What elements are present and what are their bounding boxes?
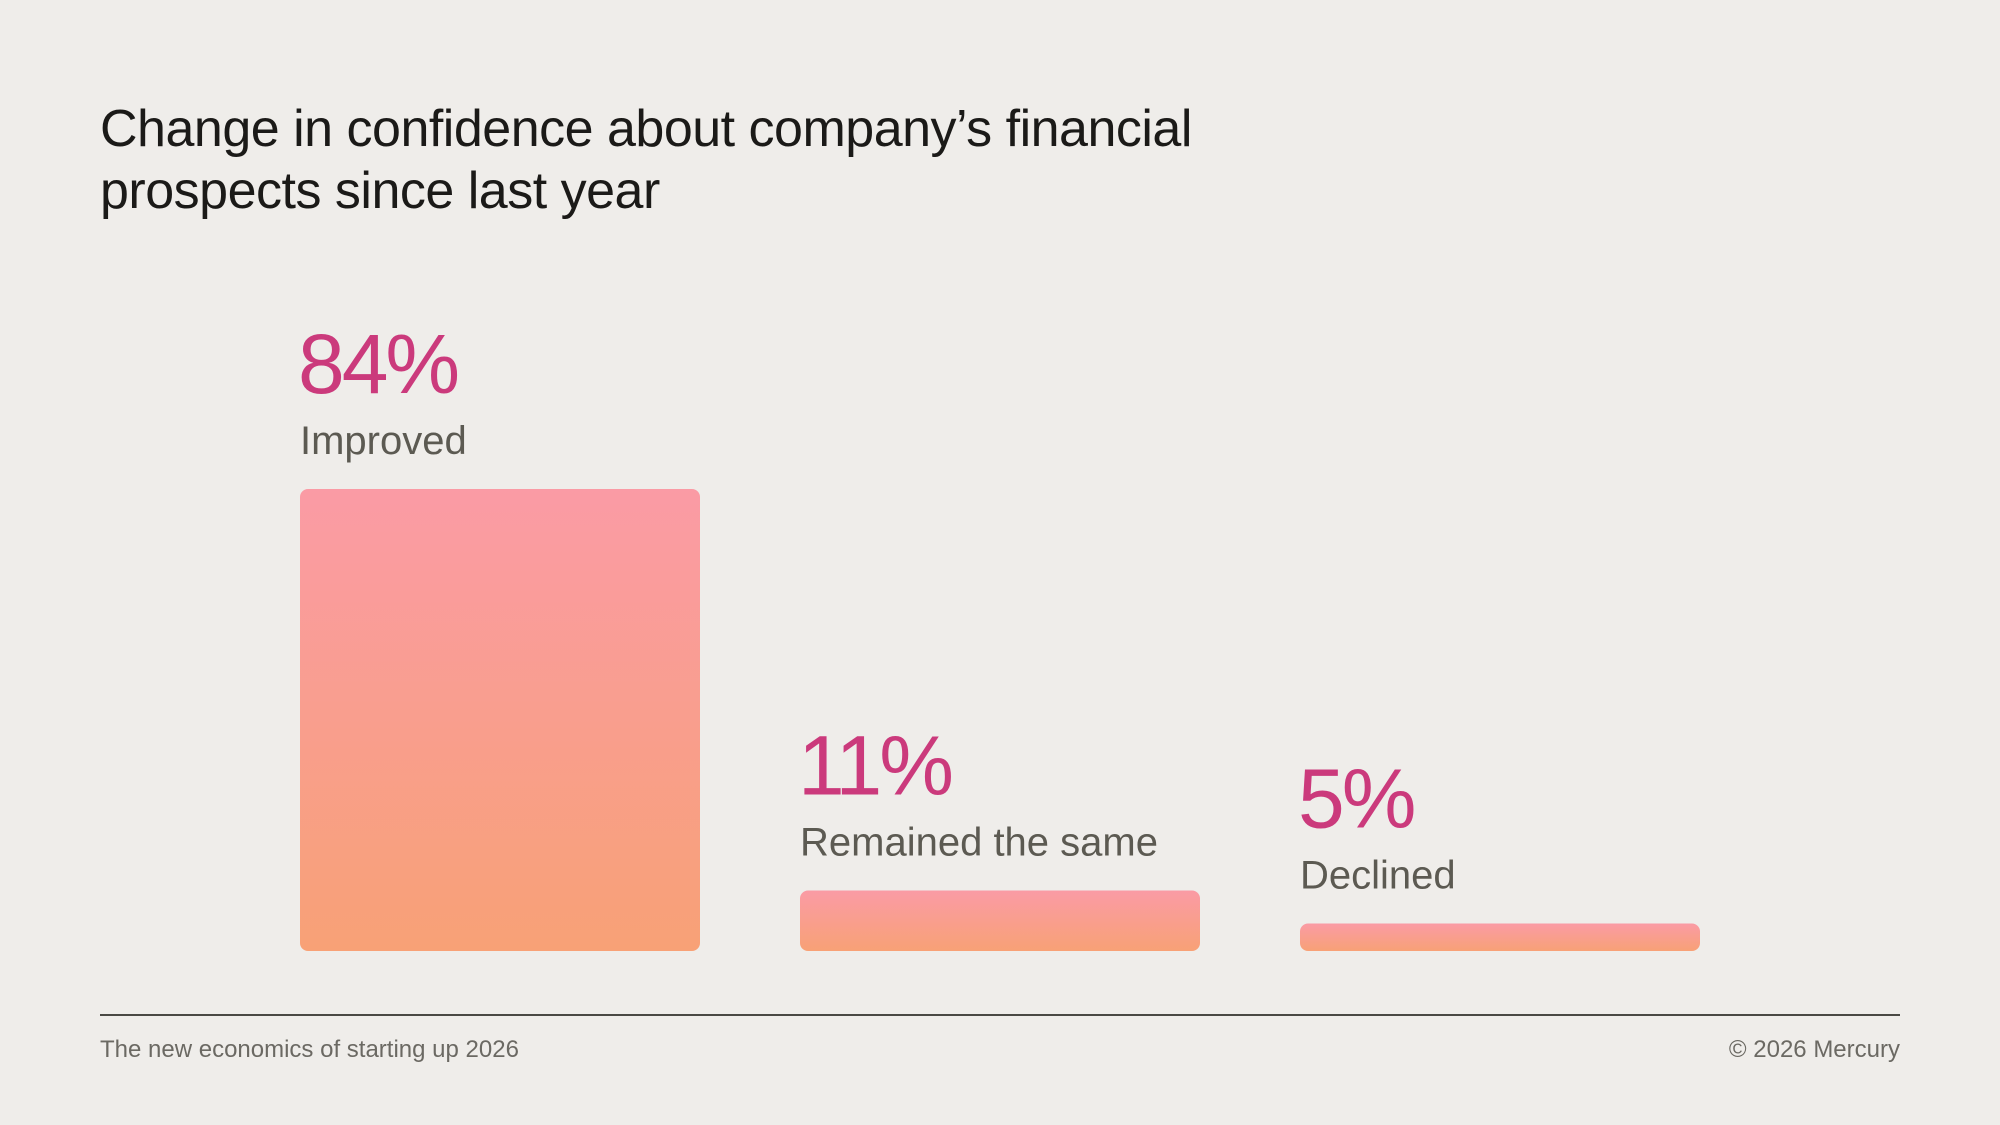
footer-divider <box>100 1014 1900 1016</box>
category-label-remained-the-same: Remained the same <box>800 821 1158 865</box>
footer-publication: The new economics of starting up 2026 <box>100 1036 519 1063</box>
chart-title: Change in confidence about company’s fin… <box>100 100 1192 220</box>
value-label-remained-the-same: 11% <box>798 719 951 813</box>
category-label-declined: Declined <box>1300 854 1456 898</box>
bar-declined <box>1300 923 1700 951</box>
value-label-declined: 5% <box>1298 752 1414 846</box>
category-label-improved: Improved <box>300 419 467 463</box>
footer-copyright: © 2026 Mercury <box>1728 1036 1900 1063</box>
bar-improved <box>300 489 700 951</box>
value-label-improved: 84% <box>298 317 457 411</box>
bar-remained-the-same <box>800 890 1200 951</box>
